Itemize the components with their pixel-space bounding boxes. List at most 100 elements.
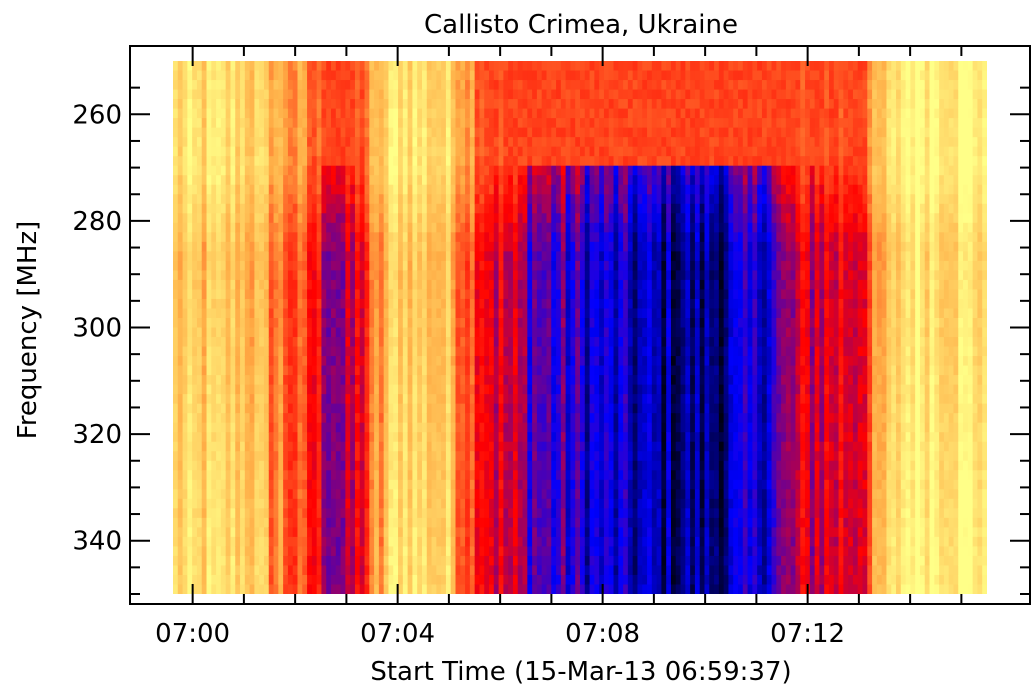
heatmap-cell bbox=[455, 517, 461, 528]
heatmap-cell bbox=[345, 298, 351, 310]
heatmap-cell bbox=[484, 213, 490, 224]
heatmap-cell bbox=[240, 365, 246, 376]
heatmap-cell bbox=[287, 413, 294, 424]
heatmap-cell bbox=[393, 175, 399, 186]
heatmap-cell bbox=[335, 508, 342, 519]
heatmap-cell bbox=[436, 99, 442, 110]
heatmap-cell bbox=[254, 232, 260, 243]
heatmap-cell bbox=[431, 394, 437, 405]
heatmap-cell bbox=[378, 61, 385, 72]
heatmap-cell bbox=[268, 118, 275, 129]
heatmap-cell bbox=[431, 527, 437, 538]
heatmap-cell bbox=[450, 156, 457, 167]
heatmap-cell bbox=[263, 156, 270, 167]
heatmap-cell bbox=[503, 270, 509, 281]
heatmap-cell bbox=[536, 80, 543, 91]
heatmap-cell bbox=[206, 289, 212, 300]
heatmap-cell bbox=[321, 489, 327, 500]
heatmap-cell bbox=[350, 470, 356, 481]
heatmap-cell bbox=[493, 375, 500, 386]
heatmap-cell bbox=[206, 508, 212, 519]
heatmap-cell bbox=[580, 89, 586, 100]
heatmap-cell bbox=[182, 498, 188, 509]
heatmap-cell bbox=[216, 470, 222, 481]
heatmap-cell bbox=[460, 384, 466, 395]
heatmap-cell bbox=[536, 574, 543, 586]
heatmap-cell bbox=[412, 470, 418, 481]
heatmap-cell bbox=[580, 403, 586, 414]
heatmap-cell bbox=[182, 260, 188, 271]
heatmap-cell bbox=[426, 536, 433, 548]
heatmap-cell bbox=[527, 337, 533, 348]
heatmap-cell bbox=[230, 527, 236, 538]
heatmap-cell bbox=[287, 356, 294, 367]
heatmap-cell bbox=[512, 70, 519, 81]
heatmap-cell bbox=[522, 241, 528, 252]
heatmap-cell bbox=[321, 498, 327, 509]
heatmap-cell bbox=[431, 337, 437, 348]
heatmap-cell bbox=[489, 375, 495, 386]
heatmap-cell bbox=[278, 365, 284, 376]
heatmap-cell bbox=[378, 422, 385, 433]
heatmap-cell bbox=[321, 546, 327, 557]
heatmap-cell bbox=[431, 574, 437, 586]
heatmap-cell bbox=[580, 574, 586, 586]
heatmap-cell bbox=[173, 222, 179, 233]
heatmap-cell bbox=[225, 536, 232, 548]
heatmap-cell bbox=[407, 394, 414, 405]
heatmap-cell bbox=[225, 146, 232, 157]
heatmap-cell bbox=[240, 441, 246, 452]
heatmap-cell bbox=[278, 413, 284, 424]
heatmap-cell bbox=[321, 346, 327, 357]
heatmap-cell bbox=[445, 137, 452, 148]
heatmap-cell bbox=[307, 451, 313, 462]
heatmap-cell bbox=[287, 70, 294, 81]
heatmap-cell bbox=[182, 213, 188, 224]
heatmap-cell bbox=[216, 536, 222, 548]
heatmap-cell bbox=[426, 165, 433, 176]
heatmap-cell bbox=[556, 517, 562, 528]
heatmap-cell bbox=[196, 555, 203, 567]
heatmap-cell bbox=[374, 375, 380, 386]
heatmap-cell bbox=[378, 251, 385, 262]
heatmap-cell bbox=[283, 508, 289, 519]
heatmap-cell bbox=[278, 565, 284, 576]
heatmap-cell bbox=[565, 337, 572, 348]
heatmap-cell bbox=[259, 574, 265, 586]
heatmap-cell bbox=[369, 289, 375, 300]
heatmap-cell bbox=[498, 327, 504, 338]
heatmap-cell bbox=[460, 222, 466, 233]
heatmap-cell bbox=[259, 413, 265, 424]
heatmap-cell bbox=[556, 137, 562, 148]
heatmap-cell bbox=[340, 165, 346, 176]
heatmap-cell bbox=[560, 298, 567, 310]
heatmap-cell bbox=[551, 479, 557, 490]
heatmap-cell bbox=[431, 403, 437, 414]
heatmap-cell bbox=[173, 156, 179, 167]
heatmap-cell bbox=[469, 546, 476, 557]
heatmap-cell bbox=[335, 337, 342, 348]
heatmap-cell bbox=[331, 346, 337, 357]
heatmap-cell bbox=[211, 384, 217, 395]
heatmap-cell bbox=[192, 203, 198, 214]
heatmap-cell bbox=[268, 403, 275, 414]
heatmap-cell bbox=[551, 574, 557, 586]
heatmap-cell bbox=[503, 289, 509, 300]
heatmap-cell bbox=[302, 203, 308, 214]
heatmap-cell bbox=[206, 375, 212, 386]
heatmap-cell bbox=[225, 527, 232, 538]
heatmap-cell bbox=[206, 574, 212, 586]
heatmap-cell bbox=[297, 422, 303, 433]
heatmap-cell bbox=[450, 70, 457, 81]
heatmap-cell bbox=[192, 460, 198, 471]
heatmap-cell bbox=[460, 270, 466, 281]
heatmap-cell bbox=[450, 61, 457, 72]
heatmap-cell bbox=[369, 432, 375, 443]
heatmap-cell bbox=[536, 118, 543, 129]
heatmap-cell bbox=[287, 251, 294, 262]
heatmap-cell bbox=[412, 156, 418, 167]
heatmap-cell bbox=[326, 184, 332, 195]
heatmap-cell bbox=[316, 432, 323, 443]
heatmap-cell bbox=[565, 460, 572, 471]
heatmap-cell bbox=[345, 251, 351, 262]
